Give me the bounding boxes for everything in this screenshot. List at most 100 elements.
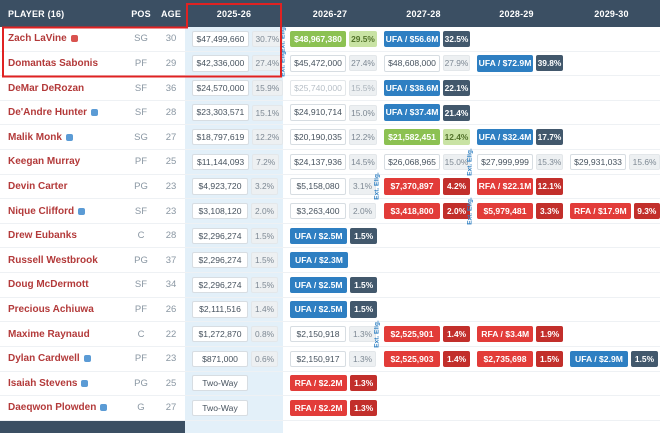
player-cell: Dylan Cardwell — [0, 347, 125, 371]
player-name[interactable]: DeMar DeRozan — [8, 82, 85, 94]
col-header-year-2028-29[interactable]: 2028-29 — [499, 8, 534, 19]
player-name[interactable]: Dylan Cardwell — [8, 353, 80, 365]
col-header-pos[interactable]: POS — [131, 8, 151, 19]
salary-value: $871,000 — [192, 350, 248, 367]
player-age: 29 — [165, 57, 177, 69]
salary-value: $7,370,897 — [384, 178, 440, 195]
cap-pct: 4.2% — [443, 178, 470, 195]
salary-value: $5,979,481 — [477, 202, 533, 220]
player-cell: Domantas Sabonis — [0, 52, 125, 76]
col-header-year-2026-27[interactable]: 2026-27 — [312, 8, 348, 19]
cap-pct: 1.5% — [251, 252, 279, 269]
cap-pct: 15.5% — [349, 79, 377, 97]
salary-value: $3,418,800 — [384, 202, 440, 220]
player-name[interactable]: Doug McDermott — [8, 279, 89, 291]
player-pos: SF — [134, 205, 148, 217]
col-header-age[interactable]: AGE — [160, 8, 182, 19]
cap-pct: 1.4% — [443, 326, 470, 343]
year-cell-2026-27: $20,190,035 12.2% — [283, 125, 377, 149]
year-cell-2028-29: Ext. Elig. $27,999,999 15.3% — [467, 148, 563, 176]
table-body: Zach LaVine SG 30 $47,499,660 30.7% Ext. … — [0, 25, 660, 421]
salary-value: UFA / $2.5M — [290, 227, 348, 244]
player-name[interactable]: Malik Monk — [8, 131, 62, 143]
table-row: Isaiah Stevens PG 25 Two-Way RFA / $2.2M… — [0, 371, 660, 397]
year-cell-2025-26: $42,336,000 27.4% — [185, 51, 283, 76]
cap-pct: 32.5% — [443, 30, 470, 47]
salary-value: Two-Way — [192, 399, 248, 417]
cap-pct: 15.9% — [251, 79, 283, 97]
player-name[interactable]: Daeqwon Plowden — [8, 402, 97, 414]
player-cell: Malik Monk — [0, 125, 125, 149]
player-pos: C — [137, 328, 145, 340]
col-header-player[interactable]: PLAYER (16) — [8, 8, 65, 19]
player-name[interactable]: Devin Carter — [8, 180, 68, 192]
cap-pct: 7.2% — [252, 153, 280, 170]
salary-value: RFA / $2.2M — [290, 399, 348, 417]
year-cell-2026-27: $24,910,714 15.0% — [283, 101, 377, 125]
year-cell-2027-28: UFA / $56.6M 32.5% — [377, 27, 470, 51]
year-cell-2029-30 — [563, 52, 660, 76]
salary-value: $26,068,965 — [384, 153, 440, 170]
table-row: Nique Clifford SF 23 $3,108,120 2.0% $3,2… — [0, 197, 660, 225]
cap-pct: 1.4% — [443, 350, 470, 367]
year-cell-2029-30 — [563, 396, 660, 420]
year-cell-2025-26: Two-Way — [185, 371, 283, 396]
year-cell-2029-30 — [563, 372, 660, 396]
year-cell-2029-30 — [563, 125, 660, 149]
col-header-year-2029-30[interactable]: 2029-30 — [594, 8, 629, 19]
salary-value: $27,999,999 — [477, 153, 533, 170]
year-cell-2028-29: RFA / $22.1M 12.1% — [470, 175, 563, 199]
salary-value: $2,525,901 — [384, 325, 440, 343]
player-name[interactable]: Isaiah Stevens — [8, 377, 78, 389]
cap-pct: 0.8% — [251, 326, 279, 343]
col-header-year-2025-26[interactable]: 2025-26 — [216, 8, 252, 19]
year-cell-2027-28 — [377, 298, 470, 322]
player-name[interactable]: Russell Westbrook — [8, 254, 98, 266]
cap-pct: 1.3% — [349, 326, 377, 343]
salary-value: UFA / $38.6M — [384, 79, 440, 97]
player-pos: SF — [134, 82, 148, 94]
salary-value: $24,137,936 — [290, 153, 346, 170]
player-name[interactable]: Drew Eubanks — [8, 230, 77, 242]
player-name[interactable]: Domantas Sabonis — [8, 57, 99, 69]
cap-pct: 14.5% — [349, 153, 377, 170]
player-name[interactable]: Maxime Raynaud — [8, 328, 90, 340]
year-cell-2025-26: $18,797,619 12.2% — [185, 125, 283, 150]
year-cell-2028-29: $2,735,698 1.5% — [470, 347, 563, 371]
player-pos: SG — [134, 131, 148, 143]
cap-pct: 1.3% — [350, 375, 377, 392]
player-age: 23 — [165, 353, 177, 365]
cap-pct: 1.5% — [251, 276, 279, 293]
player-name[interactable]: Nique Clifford — [8, 205, 75, 217]
next-section-highlight-column — [185, 420, 283, 433]
year-cell-2027-28: Ext. Elig. $2,525,901 1.4% — [374, 320, 470, 348]
player-name[interactable]: Precious Achiuwa — [8, 304, 94, 315]
player-age: 27 — [165, 402, 177, 414]
cap-pct: 9.3% — [633, 203, 660, 220]
cap-pct: 15.6% — [629, 153, 660, 170]
player-name[interactable]: Zach LaVine — [8, 33, 67, 45]
table-row: Malik Monk SG 27 $18,797,619 12.2% $20,19… — [0, 125, 660, 151]
salary-value: $47,499,660 — [192, 30, 249, 47]
year-cell-2025-26: $3,108,120 2.0% — [185, 199, 283, 223]
year-cell-2027-28: $26,068,965 15.0% — [377, 150, 470, 174]
player-cell: Drew Eubanks — [0, 224, 125, 248]
salary-value: $18,797,619 — [192, 129, 249, 146]
player-name[interactable]: De'Andre Hunter — [8, 107, 88, 119]
cap-pct: 12.2% — [251, 129, 283, 146]
table-row: DeMar DeRozan SF 36 $24,570,000 15.9% $25… — [0, 76, 660, 101]
player-flag-icon — [81, 379, 89, 387]
year-cell-2027-28: UFA / $37.4M 21.4% — [377, 101, 470, 125]
year-cell-2026-27: UFA / $2.5M 1.5% — [283, 298, 377, 322]
player-age: 30 — [165, 33, 177, 45]
year-cell-2029-30 — [563, 248, 660, 272]
year-cell-2025-26: $11,144,093 7.2% — [185, 150, 283, 174]
player-name[interactable]: Keegan Murray — [8, 156, 81, 168]
col-header-year-2027-28[interactable]: 2027-28 — [406, 8, 441, 19]
player-age: 25 — [165, 377, 177, 389]
salary-value: UFA / $2.5M — [290, 301, 348, 318]
cap-pct: 15.1% — [251, 104, 283, 121]
player-flag-icon — [100, 404, 108, 412]
salary-value: $2,111,516 — [192, 301, 248, 318]
